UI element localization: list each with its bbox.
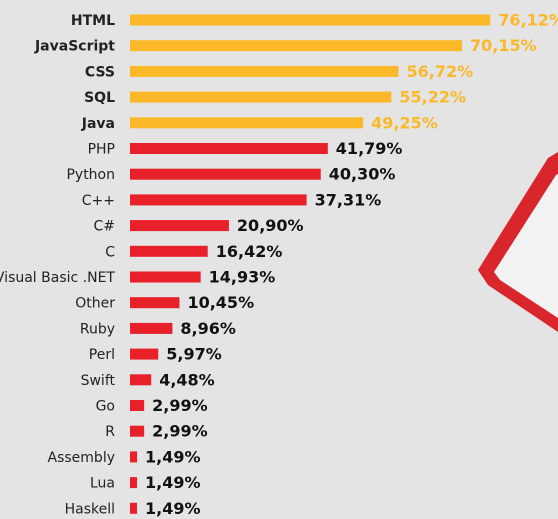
- category-label: Assembly: [48, 450, 115, 466]
- category-label: JavaScript: [34, 39, 115, 55]
- category-label: Visual Basic .NET: [0, 270, 115, 286]
- bar: [130, 245, 208, 257]
- bar: [130, 502, 138, 514]
- category-label: Java: [81, 116, 115, 132]
- value-label: 20,90%: [237, 216, 304, 235]
- value-label: 1,49%: [145, 499, 201, 518]
- category-label: Other: [75, 296, 115, 312]
- bar: [130, 400, 145, 411]
- category-label: Go: [96, 399, 115, 415]
- bar: [130, 322, 173, 334]
- category-label: Ruby: [80, 321, 115, 337]
- category-label: Haskell: [65, 501, 115, 517]
- device-illustration: [478, 152, 558, 332]
- category-label: C#: [93, 219, 115, 235]
- value-label: 2,99%: [152, 422, 208, 441]
- bar: [130, 14, 491, 26]
- bar: [130, 91, 392, 103]
- value-label: 76,12%: [498, 11, 558, 30]
- value-label: 2,99%: [152, 396, 208, 415]
- category-label: SQL: [84, 90, 115, 106]
- bar: [130, 451, 138, 463]
- bar: [130, 374, 152, 386]
- bar: [130, 40, 463, 52]
- value-label: 8,96%: [180, 319, 236, 338]
- category-label: Swift: [81, 373, 116, 389]
- bar: [130, 65, 399, 77]
- category-label: C: [105, 244, 115, 260]
- bar: [130, 143, 328, 154]
- bar: [130, 348, 159, 360]
- category-label: PHP: [88, 142, 115, 158]
- bar: [130, 220, 229, 232]
- value-label: 16,42%: [216, 242, 283, 261]
- category-label: Perl: [89, 347, 115, 363]
- value-label: 56,72%: [406, 62, 473, 81]
- value-label: 1,49%: [145, 447, 201, 466]
- value-label: 4,48%: [159, 370, 215, 389]
- value-label: 40,30%: [329, 165, 396, 184]
- value-label: 1,49%: [145, 473, 201, 492]
- bar: [130, 477, 138, 489]
- bar: [130, 297, 180, 309]
- category-label: R: [105, 424, 115, 440]
- category-label: C++: [82, 193, 115, 209]
- category-label: HTML: [71, 13, 115, 29]
- bar: [130, 271, 201, 283]
- category-label: Python: [66, 167, 115, 183]
- bar: [130, 117, 364, 129]
- value-label: 37,31%: [315, 190, 382, 209]
- bar: [130, 425, 145, 437]
- value-label: 5,97%: [166, 345, 222, 364]
- value-label: 70,15%: [470, 36, 537, 55]
- category-label: Lua: [90, 476, 115, 492]
- bar: [130, 168, 321, 180]
- value-label: 41,79%: [336, 139, 403, 158]
- category-label: CSS: [85, 64, 115, 80]
- value-label: 10,45%: [187, 293, 254, 312]
- value-label: 49,25%: [371, 113, 438, 132]
- bar: [130, 194, 307, 206]
- value-label: 14,93%: [209, 268, 276, 287]
- value-label: 55,22%: [399, 88, 466, 107]
